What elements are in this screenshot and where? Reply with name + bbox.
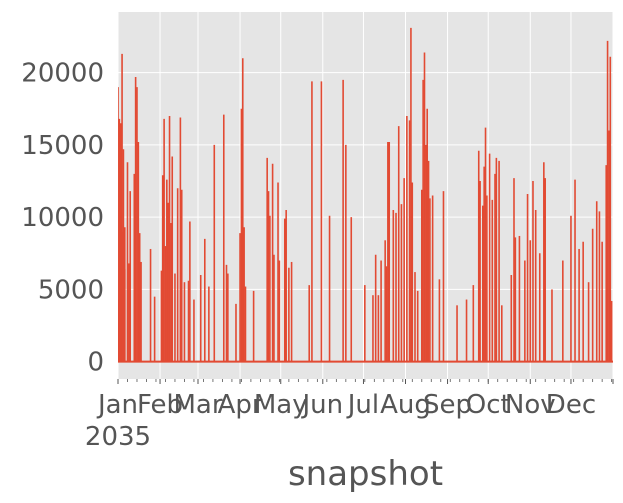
y-tick-label: 15000 <box>21 131 104 161</box>
x-tick-label: May <box>254 390 308 420</box>
x-tick-label: Mar <box>173 390 222 420</box>
x-tick-label: Aug <box>380 390 431 420</box>
x-axis-title: snapshot <box>288 454 443 494</box>
x-tick-label: Feb <box>137 390 183 420</box>
x-tick-label: Dec <box>546 390 596 420</box>
y-tick-label: 20000 <box>21 59 104 89</box>
x-tick-label: Apr <box>218 390 263 420</box>
x-tick-label: Sep <box>423 390 472 420</box>
series-layer <box>118 27 613 363</box>
x-tick-label: Oct <box>466 390 511 420</box>
y-axis: 0 5000 10000 15000 20000 <box>21 59 104 378</box>
series-group <box>118 27 613 363</box>
x-tick-label: Jan <box>96 390 138 420</box>
x-tick-label: Jul <box>346 390 379 420</box>
y-tick-label: 10000 <box>21 203 104 233</box>
y-tick-label: 0 <box>87 348 104 378</box>
x-tick-label: Jun <box>300 390 343 420</box>
x-year-label: 2035 <box>85 422 151 452</box>
y-tick-label: 5000 <box>38 275 104 305</box>
x-tick-label: Nov <box>505 390 556 420</box>
